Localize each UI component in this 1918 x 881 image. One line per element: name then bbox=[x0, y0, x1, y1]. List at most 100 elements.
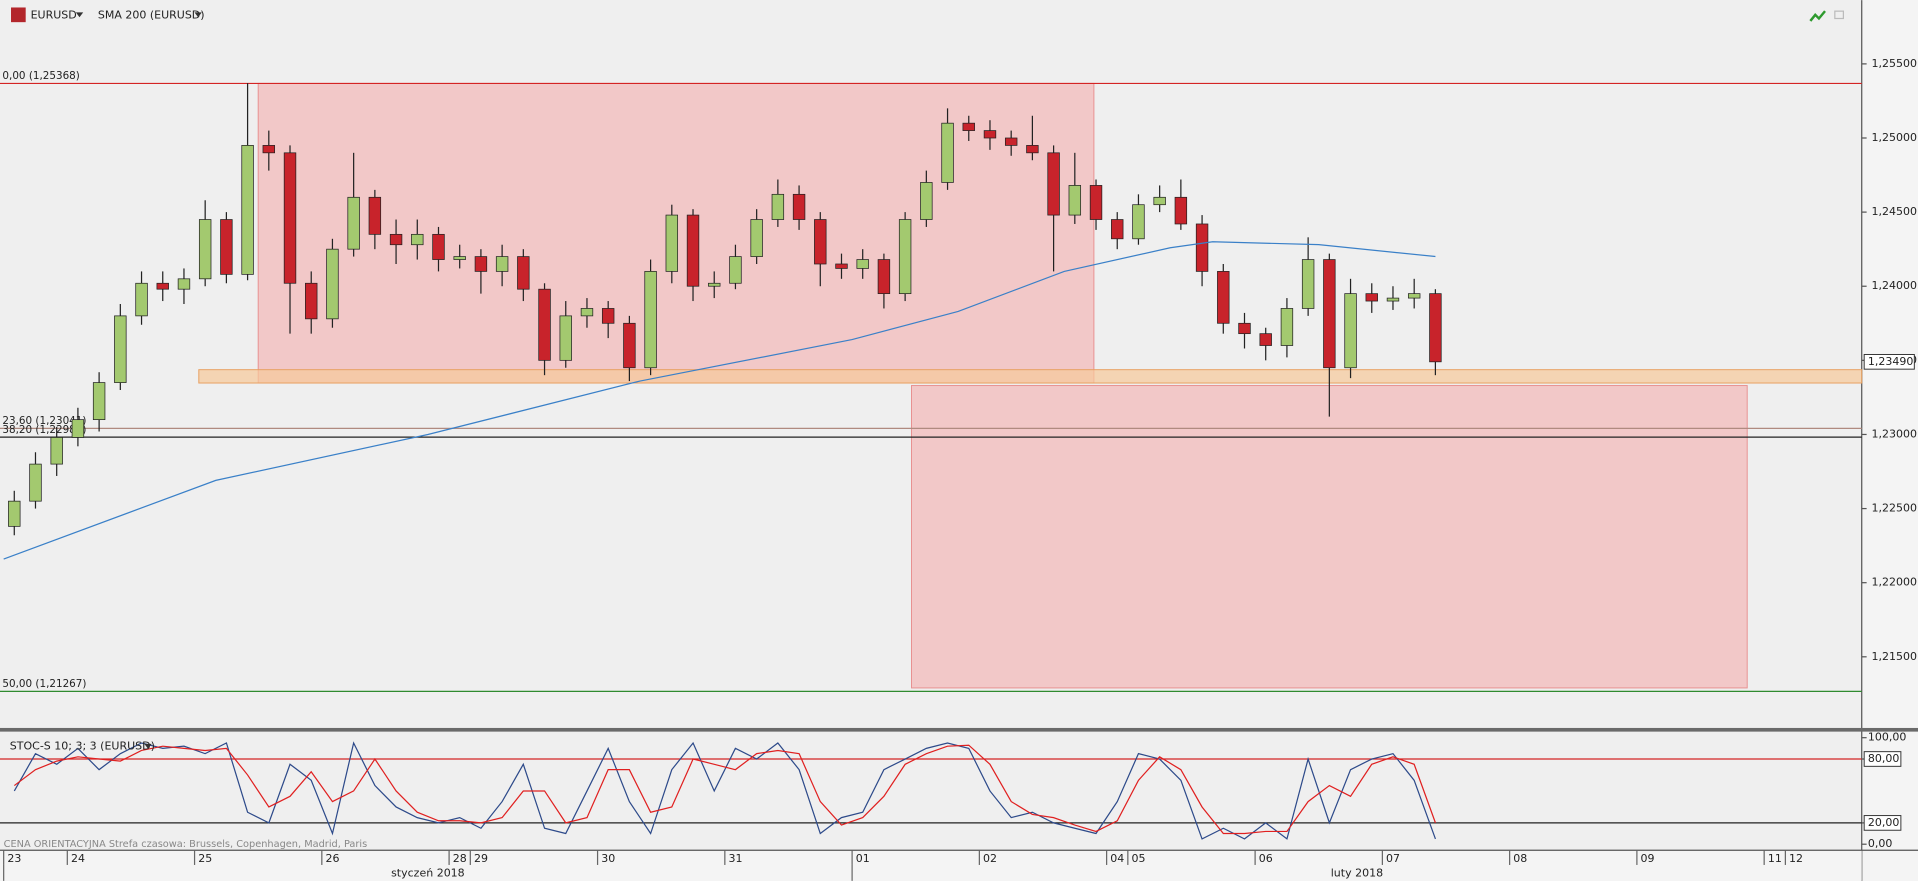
candle-body bbox=[1365, 293, 1378, 302]
candle-body bbox=[877, 259, 891, 295]
candle-body bbox=[814, 219, 827, 265]
candle-body bbox=[1111, 219, 1124, 240]
x-tick-label: 06 bbox=[1259, 852, 1273, 865]
time-axis-bg bbox=[0, 850, 1862, 881]
plot-area: 0,00 (1,25368) 23,60 (1,23041)38,20 (1,22… bbox=[0, 70, 1863, 840]
level-label: 38,20 (1,22982) bbox=[2, 424, 86, 436]
dropdown-arrow[interactable] bbox=[194, 12, 202, 18]
candle-body bbox=[92, 382, 106, 421]
x-tick-label: 23 bbox=[7, 852, 21, 865]
candle-body bbox=[220, 219, 233, 275]
candle-body bbox=[1068, 185, 1082, 216]
trend-icon[interactable] bbox=[1809, 10, 1826, 22]
candle-body bbox=[156, 282, 169, 290]
candle-body bbox=[686, 214, 700, 287]
candle-body bbox=[389, 233, 403, 246]
y-tick-label: 20,00 bbox=[1868, 816, 1900, 829]
x-tick-label: 28 bbox=[453, 852, 467, 865]
price-axis-bg bbox=[1861, 0, 1918, 881]
candle-body bbox=[177, 278, 191, 290]
panel-divider bbox=[0, 727, 1918, 732]
candle-body bbox=[347, 196, 360, 250]
y-tick-box bbox=[1863, 751, 1902, 767]
candle-body bbox=[708, 282, 721, 287]
candle-body bbox=[644, 271, 657, 369]
candle-body bbox=[835, 263, 848, 269]
candle-body bbox=[283, 152, 297, 284]
candle-body bbox=[474, 256, 488, 272]
candle-body bbox=[135, 282, 148, 317]
candle-body bbox=[411, 233, 424, 246]
candle-body bbox=[8, 500, 21, 527]
x-tick-label: 25 bbox=[198, 852, 212, 865]
x-tick-label: 11 bbox=[1768, 852, 1782, 865]
candle-body bbox=[920, 182, 933, 220]
y-tick-label: 1,24000 bbox=[1872, 279, 1918, 292]
candle-body bbox=[1217, 271, 1230, 324]
level-label: 0,00 (1,25368) bbox=[2, 70, 79, 82]
x-tick-label: 26 bbox=[326, 852, 340, 865]
level-label: 23,60 (1,23041) bbox=[2, 415, 86, 427]
y-tick-box bbox=[1863, 815, 1902, 831]
candle-body bbox=[262, 145, 276, 154]
last-price-box bbox=[1863, 353, 1915, 370]
candle-body bbox=[1407, 293, 1421, 299]
candle-body bbox=[792, 193, 806, 220]
candle-body bbox=[623, 322, 636, 369]
x-tick-label: 29 bbox=[474, 852, 488, 865]
candle-body bbox=[517, 256, 530, 290]
x-tick-label: 09 bbox=[1641, 852, 1655, 865]
candle-body bbox=[665, 214, 679, 272]
candle-body bbox=[729, 256, 742, 284]
candle-body bbox=[1174, 196, 1188, 225]
y-tick-label: 80,00 bbox=[1868, 752, 1900, 765]
y-tick-label: 1,23000 bbox=[1872, 427, 1918, 440]
candle-body bbox=[198, 219, 212, 280]
candle-body bbox=[1238, 322, 1251, 335]
candle-body bbox=[559, 315, 572, 361]
indicator-title[interactable]: STOC-S 10; 3; 3 (EURUSD) bbox=[10, 739, 155, 752]
level-label: 50,00 (1,21267) bbox=[2, 678, 86, 690]
candle-body bbox=[453, 256, 466, 260]
x-tick-label: 02 bbox=[983, 852, 997, 865]
candle-body bbox=[241, 145, 254, 275]
y-tick-label: 1,21500 bbox=[1872, 650, 1918, 663]
candle-body bbox=[1429, 293, 1442, 363]
zone bbox=[911, 385, 1748, 689]
footer-note: CENA ORIENTACYJNA Strefa czasowa: Brusse… bbox=[4, 839, 368, 850]
candle-body bbox=[750, 219, 763, 257]
candle-body bbox=[1280, 308, 1294, 346]
candle-body bbox=[898, 219, 912, 295]
candle-body bbox=[538, 288, 551, 361]
candle-body bbox=[1344, 293, 1357, 369]
candle-body bbox=[1301, 259, 1315, 309]
candle-body bbox=[1259, 333, 1272, 346]
window-button[interactable] bbox=[1834, 10, 1844, 20]
y-tick-label: 0,00 bbox=[1868, 837, 1893, 850]
dropdown-arrow[interactable] bbox=[144, 743, 152, 749]
candle-body bbox=[1153, 196, 1166, 206]
candle-body bbox=[1026, 145, 1039, 154]
month-label: styczeń 2018 bbox=[391, 867, 465, 880]
indicator-name[interactable]: SMA 200 (EURUSD) bbox=[98, 8, 205, 21]
candle-body bbox=[1047, 152, 1060, 216]
candle-body bbox=[368, 196, 382, 235]
x-tick-label: 24 bbox=[71, 852, 85, 865]
symbol[interactable]: EURUSD bbox=[31, 8, 77, 21]
candle-body bbox=[50, 437, 63, 465]
candle-body bbox=[1089, 185, 1103, 220]
x-tick-label: 30 bbox=[601, 852, 615, 865]
x-tick-label: 07 bbox=[1386, 852, 1400, 865]
candle-body bbox=[1132, 204, 1145, 240]
candle-body bbox=[326, 248, 339, 320]
sma-line bbox=[3, 241, 1436, 560]
x-tick-label: 05 bbox=[1132, 852, 1146, 865]
dropdown-arrow[interactable] bbox=[75, 12, 84, 18]
last-price-label: 1,23490 bbox=[1868, 355, 1914, 368]
candle-body bbox=[114, 315, 127, 383]
y-tick-label: 1,25000 bbox=[1872, 131, 1918, 144]
y-tick-label: 1,25500 bbox=[1872, 57, 1918, 70]
stoch-line bbox=[13, 741, 1437, 840]
